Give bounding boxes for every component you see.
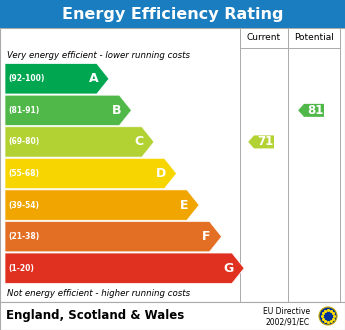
Text: England, Scotland & Wales: England, Scotland & Wales (6, 310, 184, 322)
Text: EU Directive: EU Directive (263, 307, 310, 316)
Polygon shape (248, 135, 274, 148)
Text: F: F (202, 230, 211, 243)
Text: A: A (89, 72, 99, 85)
Polygon shape (5, 221, 221, 252)
Bar (0, 28, 345, 302)
Bar (0, 0, 345, 28)
Text: (21-38): (21-38) (8, 232, 39, 241)
Text: Current: Current (247, 34, 281, 43)
Polygon shape (298, 104, 324, 117)
Polygon shape (5, 190, 199, 220)
Text: G: G (224, 262, 234, 275)
Text: 81: 81 (307, 104, 324, 117)
Text: 2002/91/EC: 2002/91/EC (266, 317, 310, 326)
Circle shape (319, 307, 337, 325)
Text: Very energy efficient - lower running costs: Very energy efficient - lower running co… (7, 51, 190, 60)
Bar (288, 28, 340, 48)
Text: Energy Efficiency Rating: Energy Efficiency Rating (62, 7, 283, 21)
Bar (0, 302, 345, 330)
Text: D: D (156, 167, 167, 180)
Text: (39-54): (39-54) (8, 201, 39, 210)
Text: (1-20): (1-20) (8, 264, 34, 273)
Text: E: E (180, 199, 188, 212)
Text: 71: 71 (257, 135, 274, 148)
Polygon shape (5, 95, 131, 125)
Text: C: C (134, 135, 144, 148)
Text: (55-68): (55-68) (8, 169, 39, 178)
Bar (240, 28, 288, 48)
Polygon shape (5, 64, 109, 94)
Text: Not energy efficient - higher running costs: Not energy efficient - higher running co… (7, 288, 190, 298)
Polygon shape (5, 253, 244, 283)
Text: (81-91): (81-91) (8, 106, 39, 115)
Text: (69-80): (69-80) (8, 137, 39, 147)
Text: (92-100): (92-100) (8, 74, 45, 83)
Polygon shape (5, 158, 177, 189)
Polygon shape (5, 127, 154, 157)
Text: B: B (111, 104, 121, 117)
Text: Potential: Potential (294, 34, 334, 43)
